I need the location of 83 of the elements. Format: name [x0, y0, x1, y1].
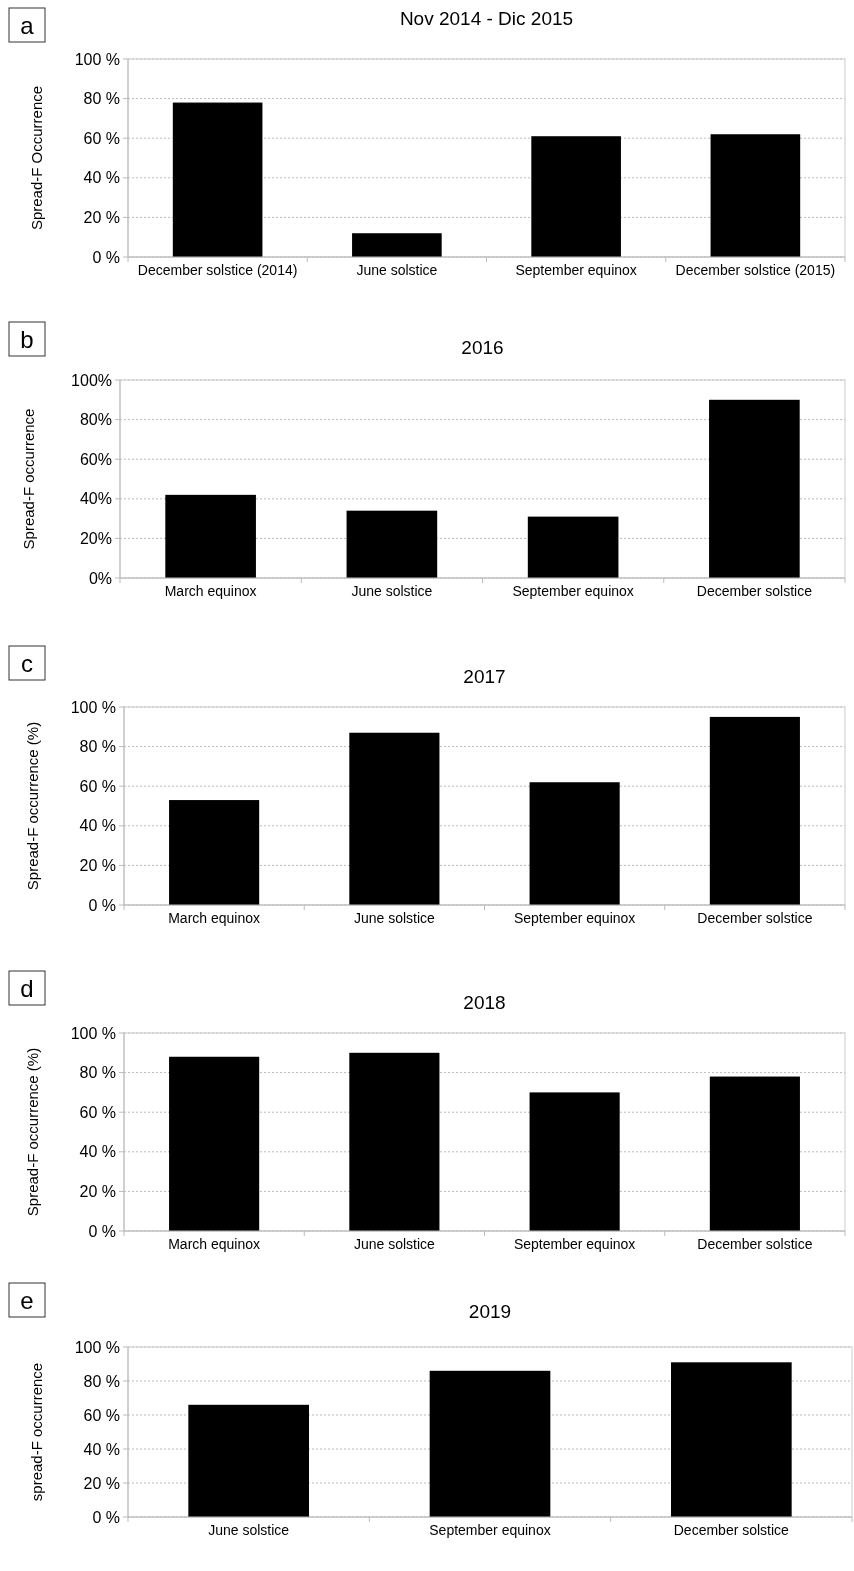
x-tick-label: June solstice: [353, 1236, 436, 1252]
bar: [349, 1052, 440, 1231]
x-tick-label: December solstice: [696, 583, 813, 599]
y-axis-title: Spread-F occurrence: [20, 408, 37, 550]
x-tick-label: September equinox: [512, 583, 634, 599]
y-tick-label: 80%: [79, 411, 112, 429]
bar: [349, 732, 440, 905]
y-tick-label: 60 %: [79, 1103, 116, 1121]
y-axis-title: spread-F occurrence: [28, 1362, 45, 1502]
bar: [429, 1370, 551, 1517]
x-tick-label: March equinox: [168, 1236, 261, 1252]
x-tick-label: December solstice (2015): [675, 262, 836, 278]
y-tick-label: 60 %: [83, 1406, 120, 1424]
y-tick-label: 60 %: [83, 129, 120, 147]
x-tick-label: December solstice (2014): [137, 262, 298, 278]
y-tick-label: 20 %: [79, 857, 116, 874]
x-tick-label: December solstice: [697, 1236, 813, 1252]
y-tick-label: 40 %: [79, 1143, 116, 1161]
y-axis-title: Spread-F Occurrence: [28, 85, 45, 231]
x-tick-label: September equinox: [513, 910, 636, 926]
bar: [346, 510, 438, 578]
y-tick-label: 20 %: [79, 1183, 116, 1200]
bar: [709, 399, 800, 578]
x-tick-label: September equinox: [429, 1522, 551, 1538]
x-tick-label: June solstice: [208, 1522, 290, 1538]
y-tick-label: 100%: [71, 371, 112, 389]
bar: [352, 233, 442, 257]
x-tick-label: June solstice: [351, 583, 433, 599]
text: e: [20, 1287, 34, 1314]
bar: [172, 102, 263, 257]
y-tick-label: 100 %: [74, 50, 120, 68]
y-tick-label: 20 %: [83, 209, 120, 226]
y-axis-title: Spread-F occurrence (%): [24, 721, 41, 891]
y-tick-label: 0 %: [92, 248, 120, 266]
y-tick-label: 20%: [79, 530, 112, 547]
text: c: [21, 650, 33, 677]
bar: [709, 716, 800, 905]
y-tick-label: 100 %: [70, 1024, 116, 1042]
y-tick-label: 40 %: [83, 169, 120, 187]
chart-title: 2018: [463, 992, 506, 1013]
chart-title: 2019: [468, 1301, 512, 1322]
x-tick-label: June solstice: [353, 910, 436, 926]
y-tick-label: 100 %: [74, 1338, 120, 1356]
y-tick-label: 20 %: [83, 1474, 120, 1492]
x-tick-label: September equinox: [515, 262, 637, 278]
bar: [188, 1404, 309, 1517]
bar: [529, 1092, 620, 1231]
text: a: [20, 12, 35, 39]
y-tick-label: 0%: [88, 569, 112, 587]
y-axis-title: Spread-F occurrence (%): [24, 1047, 41, 1217]
chart-title: 2017: [463, 666, 506, 687]
x-tick-label: December solstice: [697, 910, 813, 926]
bar: [527, 516, 619, 578]
x-tick-label: December solstice: [673, 1522, 790, 1538]
y-tick-label: 60%: [79, 450, 112, 468]
bar: [169, 800, 260, 905]
x-tick-label: September equinox: [513, 1236, 636, 1252]
y-tick-label: 0 %: [88, 896, 116, 914]
bar: [709, 1076, 800, 1231]
x-tick-label: June solstice: [356, 262, 438, 278]
bar: [671, 1362, 792, 1517]
bar: [169, 1056, 260, 1231]
y-tick-label: 60 %: [79, 777, 116, 795]
chart-title: 2016: [461, 337, 504, 358]
y-tick-label: 80 %: [83, 90, 120, 108]
x-tick-label: March equinox: [168, 910, 261, 926]
bar: [710, 134, 801, 257]
y-tick-label: 40 %: [83, 1440, 120, 1458]
y-tick-label: 40 %: [79, 817, 116, 835]
y-tick-label: 40%: [79, 490, 112, 508]
y-tick-label: 80 %: [83, 1372, 120, 1390]
text: d: [20, 975, 34, 1002]
y-tick-label: 0 %: [88, 1222, 116, 1240]
y-tick-label: 0 %: [92, 1508, 120, 1526]
y-tick-label: 100 %: [70, 698, 116, 716]
x-tick-label: March equinox: [164, 583, 257, 599]
y-tick-label: 80 %: [79, 738, 116, 756]
chart-title: Nov 2014 - Dic 2015: [399, 8, 574, 29]
bar: [165, 494, 256, 578]
bar: [529, 782, 620, 905]
text: b: [20, 326, 34, 353]
bar: [531, 136, 621, 257]
y-tick-label: 80 %: [79, 1064, 116, 1082]
